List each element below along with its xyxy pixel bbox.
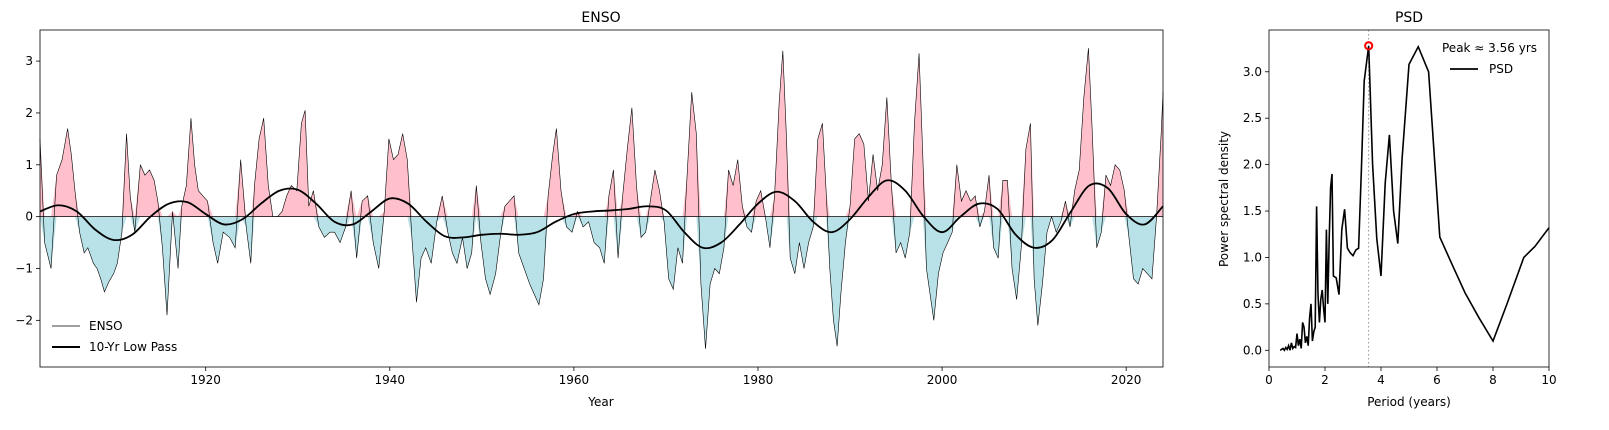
- psd-x-axis-label: Period (years): [1367, 395, 1451, 409]
- lowpass-series-line: [39, 179, 1164, 250]
- legend-label-psd: PSD: [1489, 62, 1513, 76]
- psd-peak-annotation: Peak ≈ 3.56 yrs: [1442, 41, 1537, 55]
- enso-axes-frame: [39, 29, 1164, 368]
- enso-negative-fill: [40, 216, 1163, 349]
- enso-y-tick-label: 2: [25, 106, 33, 120]
- legend-label-lowpass: 10-Yr Low Pass: [89, 340, 177, 354]
- enso-y-tick-label: 1: [25, 158, 33, 172]
- enso-x-tick-label: 2020: [1111, 373, 1142, 387]
- enso-plot-area: [39, 48, 1164, 349]
- enso-x-tick-label: 1920: [190, 373, 221, 387]
- enso-x-ticks: 1920 1940 1960 1980 2000 2020: [190, 367, 1141, 387]
- psd-panel: PSD 0 2 4 6 8 10 0.0 0.5 1.0 1.5 2.0 2.5 3.0 Period…: [1217, 10, 1557, 409]
- enso-x-tick-label: 1940: [375, 373, 406, 387]
- psd-y-tick-label: 2.5: [1243, 111, 1262, 125]
- psd-x-tick-label: 0: [1265, 373, 1273, 387]
- enso-y-tick-label: 3: [25, 54, 33, 68]
- psd-x-tick-label: 10: [1541, 373, 1556, 387]
- enso-positive-fill: [40, 48, 1163, 217]
- enso-panel: ENSO 1920 1940 1960 1980 2000 2020 −2 −1 0 1 2 3 Y…: [15, 10, 1164, 409]
- enso-y-tick-label: 0: [25, 210, 33, 224]
- enso-y-tick-label: −1: [15, 261, 33, 275]
- psd-y-ticks: 0.0 0.5 1.0 1.5 2.0 2.5 3.0: [1243, 65, 1269, 357]
- psd-y-tick-label: 1.5: [1243, 204, 1262, 218]
- enso-x-tick-label: 2000: [927, 373, 958, 387]
- psd-y-tick-label: 0.0: [1243, 343, 1262, 357]
- enso-x-tick-label: 1960: [559, 373, 590, 387]
- psd-axes-frame: [1268, 29, 1550, 368]
- psd-y-tick-label: 0.5: [1243, 297, 1262, 311]
- psd-y-tick-label: 1.0: [1243, 250, 1262, 264]
- psd-title: PSD: [1395, 10, 1423, 26]
- enso-x-axis-label: Year: [587, 395, 613, 409]
- psd-legend: PSD: [1450, 62, 1513, 76]
- psd-y-tick-label: 2.0: [1243, 158, 1262, 172]
- psd-y-tick-label: 3.0: [1243, 65, 1262, 79]
- psd-y-axis-label: Power spectral density: [1217, 131, 1231, 267]
- psd-x-tick-label: 4: [1377, 373, 1385, 387]
- psd-x-tick-label: 8: [1489, 373, 1497, 387]
- psd-plot-area: [1279, 30, 1550, 367]
- psd-x-ticks: 0 2 4 6 8 10: [1265, 367, 1557, 387]
- enso-y-tick-label: −2: [15, 313, 33, 327]
- psd-x-tick-label: 2: [1321, 373, 1329, 387]
- enso-legend: ENSO 10-Yr Low Pass: [52, 319, 177, 354]
- legend-label-enso: ENSO: [89, 319, 123, 333]
- enso-x-tick-label: 1980: [743, 373, 774, 387]
- enso-y-ticks: −2 −1 0 1 2 3: [15, 54, 40, 327]
- enso-title: ENSO: [581, 10, 620, 26]
- enso-series-line: [39, 48, 1164, 349]
- psd-x-tick-label: 6: [1433, 373, 1441, 387]
- psd-peak-marker: [1364, 41, 1374, 51]
- psd-series-line: [1279, 44, 1550, 352]
